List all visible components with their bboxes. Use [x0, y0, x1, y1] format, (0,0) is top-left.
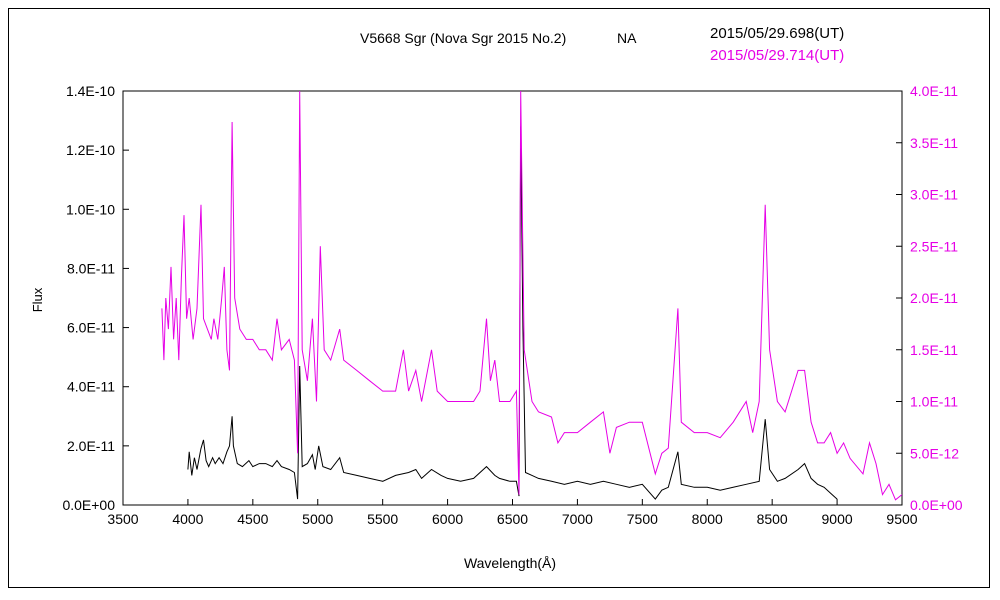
y-left-tick-label: 1.0E-10 [66, 201, 115, 217]
y-axis-label: Flux [30, 287, 45, 312]
x-tick-label: 9500 [886, 511, 917, 527]
y-right-tick-label: 4.0E-11 [910, 83, 958, 99]
y-left-tick-label: 2.0E-11 [67, 438, 115, 454]
plot-area [122, 90, 903, 506]
y-right-tick-label: 3.5E-11 [910, 135, 958, 151]
series-line-2 [161, 91, 902, 501]
y-left-tick-label: 6.0E-11 [67, 320, 115, 336]
x-tick-label: 5000 [302, 511, 333, 527]
y-left-tick-label: 1.4E-10 [66, 83, 115, 99]
y-right-tick-label: 1.5E-11 [910, 342, 958, 358]
x-tick-label: 8500 [757, 511, 788, 527]
series-line-1 [187, 126, 838, 500]
y-left-tick-label: 4.0E-11 [67, 379, 115, 395]
x-tick-label: 6000 [432, 511, 463, 527]
y-right-tick-label: 2.0E-11 [910, 290, 958, 306]
y-right-tick-label: 3.0E-11 [910, 187, 958, 203]
y-right-tick-label: 2.5E-11 [910, 238, 958, 254]
chart-title: V5668 Sgr (Nova Sgr 2015 No.2) [360, 30, 566, 46]
x-axis-label: Wavelength(Å) [464, 555, 556, 571]
x-tick-label: 3500 [107, 511, 138, 527]
x-tick-label: 9000 [822, 511, 853, 527]
legend-series-1: 2015/05/29.698(UT) [710, 25, 844, 42]
chart-title-suffix: NA [617, 30, 637, 46]
y-right-tick-label: 5.0E-12 [910, 445, 959, 461]
x-tick-label: 7000 [562, 511, 593, 527]
x-tick-label: 8000 [692, 511, 723, 527]
x-tick-label: 4000 [172, 511, 203, 527]
x-tick-label: 6500 [497, 511, 528, 527]
y-left-tick-label: 8.0E-11 [67, 260, 115, 276]
legend-series-2: 2015/05/29.714(UT) [710, 47, 844, 64]
x-tick-label: 4500 [237, 511, 268, 527]
y-right-tick-label: 1.0E-11 [910, 394, 958, 410]
x-tick-label: 7500 [627, 511, 658, 527]
y-left-tick-label: 1.2E-10 [66, 142, 115, 158]
y-left-tick-label: 0.0E+00 [62, 497, 115, 513]
y-right-tick-label: 0.0E+00 [910, 497, 963, 513]
chart-frame [8, 8, 990, 588]
x-tick-label: 5500 [367, 511, 398, 527]
